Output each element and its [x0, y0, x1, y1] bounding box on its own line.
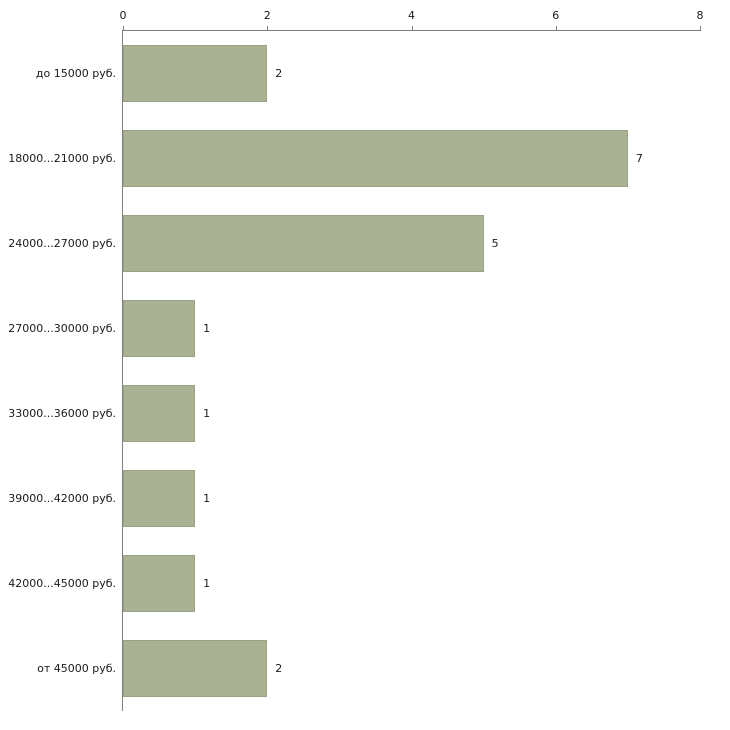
x-tick-mark	[123, 26, 124, 31]
value-label: 2	[275, 67, 283, 80]
chart-row: 18000...21000 руб. 7	[8, 116, 700, 201]
x-tick-mark	[700, 26, 701, 31]
plot-area: 0 2 4 6 8 до 15000 руб. 2 18000...21000 руб. 7 2…	[8, 9, 704, 711]
bar	[123, 640, 268, 697]
bar	[123, 555, 196, 612]
x-tick-label: 2	[263, 9, 271, 22]
chart-row: 33000...36000 руб. 1	[8, 371, 700, 456]
category-label: 24000...27000 руб.	[8, 237, 116, 250]
category-label: 27000...30000 руб.	[8, 322, 116, 335]
chart-row: до 15000 руб. 2	[36, 31, 700, 116]
value-label: 1	[203, 322, 211, 335]
chart-row: 27000...30000 руб. 1	[8, 286, 700, 371]
x-tick-mark	[267, 26, 269, 31]
x-tick-mark	[411, 26, 413, 31]
value-label: 1	[203, 577, 211, 590]
chart-row: 24000...27000 руб. 5	[8, 201, 700, 286]
value-label: 1	[203, 492, 211, 505]
bar	[123, 300, 196, 357]
x-tick-label: 8	[696, 9, 704, 22]
value-label: 1	[203, 407, 211, 420]
category-label: 42000...45000 руб.	[8, 577, 116, 590]
bar	[123, 385, 196, 442]
value-label: 2	[275, 662, 283, 675]
chart-row: от 45000 руб. 2	[37, 626, 700, 711]
chart-row: 42000...45000 руб. 1	[8, 541, 700, 626]
bar	[123, 215, 484, 272]
category-label: 18000...21000 руб.	[8, 152, 116, 165]
value-label: 5	[491, 237, 499, 250]
chart-row: 39000...42000 руб. 1	[8, 456, 700, 541]
x-tick-label: 4	[408, 9, 415, 22]
bar	[123, 470, 196, 527]
bar	[123, 130, 628, 187]
category-label: 33000...36000 руб.	[8, 407, 116, 420]
plot-rows: до 15000 руб. 2 18000...21000 руб. 7 24000..…	[8, 31, 700, 711]
category-label: 39000...42000 руб.	[8, 492, 116, 505]
bar	[123, 45, 268, 102]
value-label: 7	[635, 152, 643, 165]
x-tick-label: 0	[119, 9, 127, 22]
category-label: от 45000 руб.	[37, 662, 116, 675]
category-label: до 15000 руб.	[35, 67, 116, 80]
x-tick-label: 6	[552, 9, 560, 22]
x-tick-mark	[555, 26, 557, 31]
